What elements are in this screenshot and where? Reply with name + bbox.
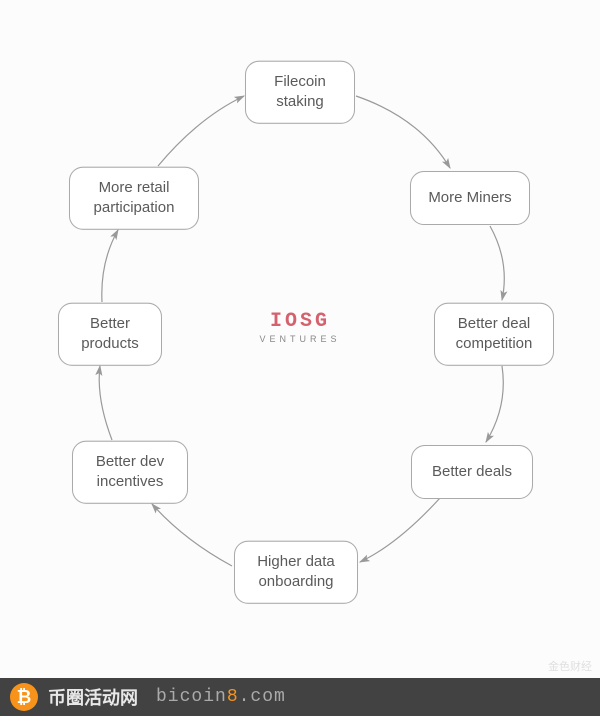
cycle-node-n2: Better dealcompetition: [434, 303, 554, 366]
node-label: Better devincentives: [96, 452, 164, 493]
cycle-node-n4: Higher dataonboarding: [234, 541, 358, 604]
cycle-node-n0: Filecoinstaking: [245, 61, 355, 124]
node-label: Filecoinstaking: [274, 72, 326, 113]
node-label: More Miners: [428, 188, 511, 208]
node-label: Betterproducts: [81, 314, 139, 355]
banner-site-name: 币圈活动网: [48, 684, 138, 710]
bottom-banner: ₿ 币圈活动网 bicoin8.com: [0, 678, 600, 716]
node-label: Better dealcompetition: [456, 314, 533, 355]
watermark-text: 金色财经: [548, 658, 592, 674]
logo-sub: VENTURES: [259, 334, 340, 344]
cycle-node-n1: More Miners: [410, 171, 530, 225]
cycle-node-n6: Betterproducts: [58, 303, 162, 366]
node-label: More retailparticipation: [94, 178, 175, 219]
banner-url: bicoin8.com: [156, 687, 286, 707]
cycle-node-n3: Better deals: [411, 445, 533, 499]
cycle-node-n7: More retailparticipation: [69, 167, 199, 230]
node-label: Better deals: [432, 462, 512, 482]
node-label: Higher dataonboarding: [257, 552, 335, 593]
center-logo: IOSG VENTURES: [259, 312, 340, 344]
bitcoin-icon: ₿: [10, 683, 38, 711]
logo-main: IOSG: [259, 312, 340, 332]
cycle-node-n5: Better devincentives: [72, 441, 188, 504]
